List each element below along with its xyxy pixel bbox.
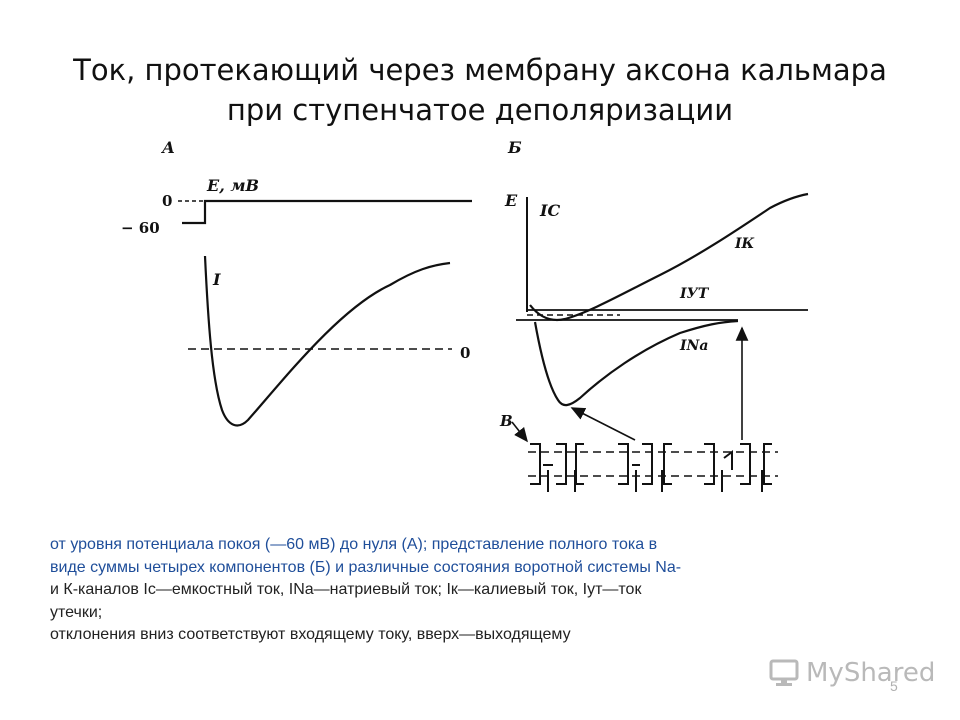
panel-v-label: В xyxy=(499,412,513,430)
watermark: MyShared xyxy=(768,655,935,691)
caption-line-3: и К-каналов Ic—емкостный ток, INa—натрие… xyxy=(50,581,642,598)
caption-line-2: виде суммы четырех компонентов (Б) и раз… xyxy=(50,558,682,576)
title-line-1: Ток, протекающий через мембрану аксона к… xyxy=(73,53,887,87)
panel-a-tick-minus60: − 60 xyxy=(121,219,160,237)
panel-v-pointer-arrow xyxy=(511,421,528,443)
panel-a-voltage-step xyxy=(182,199,472,225)
panel-b-ik-curve xyxy=(529,192,809,322)
channel-group-2 xyxy=(618,443,672,492)
slide-title: Ток, протекающий через мембрану аксона к… xyxy=(40,50,920,130)
channel-group-1 xyxy=(530,443,584,492)
figure-caption: от уровня потенциала покоя (—60 мВ) до н… xyxy=(50,534,910,647)
panel-b-ik-label: IК xyxy=(734,236,755,252)
monitor-icon xyxy=(769,659,799,686)
panel-b-ina-label: INa xyxy=(679,338,708,354)
panel-b-ic-label: IС xyxy=(539,201,560,220)
panel-b: Б E IС IК IУТ INa xyxy=(504,138,809,407)
panel-b-label: Б xyxy=(507,138,522,157)
page-number: 5 xyxy=(890,678,898,694)
gate-arrow-na xyxy=(570,407,636,441)
panel-b-ina-curve xyxy=(533,319,739,407)
caption-line-1: от уровня потенциала покоя (—60 мВ) до н… xyxy=(50,536,658,553)
channel-group-3 xyxy=(704,443,772,492)
panel-a-tick-zero: 0 xyxy=(162,192,172,210)
panel-a-current-label: I xyxy=(212,270,221,289)
panel-b-voltage-label: E xyxy=(504,191,518,210)
panel-a-voltage-label: E, мВ xyxy=(206,176,259,195)
title-line-2: при ступенчатое деполяризации xyxy=(226,93,734,127)
watermark-text: MyShared xyxy=(806,658,936,688)
caption-line-4: утечки; xyxy=(50,603,103,621)
panel-b-iut-label: IУТ xyxy=(679,286,710,302)
panel-a-label: А xyxy=(161,138,175,157)
panel-a-total-current-curve xyxy=(203,255,451,427)
panel-a-baseline-zero: 0 xyxy=(460,344,470,362)
panel-a: А E, мВ 0 − 60 I 0 xyxy=(121,138,472,427)
panel-v: В xyxy=(499,326,778,492)
caption-line-5: отклонения вниз соответствуют входящему … xyxy=(50,626,571,643)
